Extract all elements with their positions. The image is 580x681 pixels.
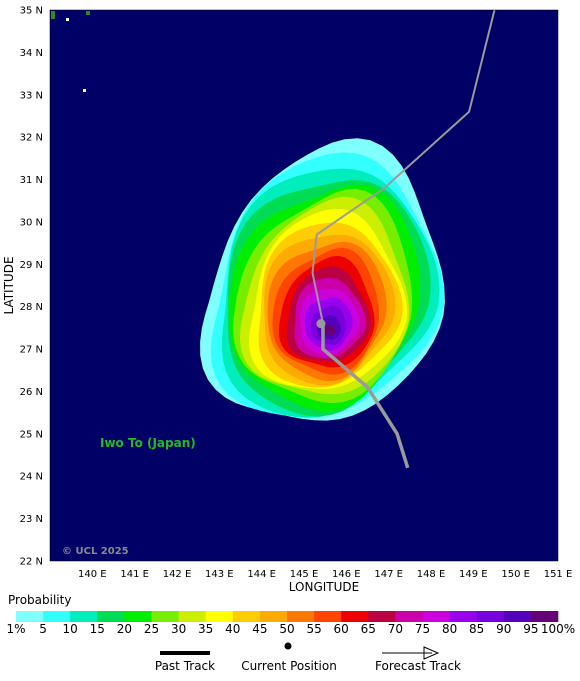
legend-label: 95 <box>523 622 538 636</box>
lat-tick-label: 27 N <box>20 345 43 356</box>
legend-swatch <box>232 611 261 622</box>
lat-tick-label: 29 N <box>20 260 43 271</box>
lon-tick-label: 146 E <box>332 569 361 580</box>
legend-label: 50 <box>279 622 294 636</box>
y-axis-title: LATITUDE <box>2 256 16 314</box>
legend-label: 1% <box>6 622 25 636</box>
lat-tick-label: 25 N <box>20 429 43 440</box>
probability-legend: 1% 5 10 15 20 25 30 35 40 45 50 55 60 65 70 75 80 85 90 95 1… <box>6 611 575 636</box>
current-position-label: Current Position <box>241 659 337 673</box>
legend-swatch <box>70 611 98 622</box>
lon-tick-label: 149 E <box>459 569 488 580</box>
island <box>51 11 55 19</box>
legend-label: 40 <box>225 622 240 636</box>
legend-label: 75 <box>415 622 430 636</box>
plot-frame <box>49 9 559 562</box>
legend-label: 20 <box>117 622 132 636</box>
legend-label: 45 <box>252 622 267 636</box>
legend-swatch <box>124 611 152 622</box>
legend-label: 10 <box>63 622 78 636</box>
island <box>83 89 86 92</box>
lat-tick-label: 33 N <box>20 90 43 101</box>
lat-tick-label: 32 N <box>20 133 43 144</box>
legend-swatch <box>503 611 532 622</box>
legend-label: 100% <box>541 622 575 636</box>
legend-swatch <box>287 611 315 622</box>
legend-label: 90 <box>496 622 511 636</box>
island <box>86 11 90 15</box>
legend-label: 65 <box>361 622 376 636</box>
forecast-track-label: Forecast Track <box>375 659 461 673</box>
forecast-arrow-icon <box>423 646 440 660</box>
lon-tick-label: 150 E <box>501 569 530 580</box>
lon-tick-label: 144 E <box>247 569 276 580</box>
probability-contour <box>323 324 336 335</box>
legend-label: 60 <box>334 622 349 636</box>
legend-label: 55 <box>306 622 321 636</box>
legend-swatch <box>395 611 423 622</box>
lon-tick-label: 142 E <box>163 569 192 580</box>
legend-title: Probability <box>8 593 72 607</box>
legend-swatch <box>422 611 450 622</box>
legend-swatch <box>259 611 288 622</box>
lon-tick-label: 147 E <box>374 569 403 580</box>
legend-swatch <box>449 611 477 622</box>
legend-swatch <box>341 611 369 622</box>
lon-tick-label: 148 E <box>417 569 446 580</box>
legend-swatch <box>97 611 125 622</box>
lat-tick-label: 30 N <box>20 217 43 228</box>
lat-tick-label: 24 N <box>20 472 43 483</box>
lat-tick-label: 31 N <box>20 175 43 186</box>
x-axis-title: LONGITUDE <box>289 580 359 594</box>
map-area: Iwo To (Japan) © UCL 2025 <box>50 9 558 561</box>
legend-label: 80 <box>442 622 457 636</box>
current-position-symbol <box>284 642 292 650</box>
legend-label: 15 <box>90 622 105 636</box>
legend-label: 70 <box>388 622 403 636</box>
legend-label: 25 <box>144 622 159 636</box>
current-position-marker <box>316 319 326 329</box>
legend-swatch <box>43 611 71 622</box>
copyright: © UCL 2025 <box>62 546 129 557</box>
lat-tick-label: 28 N <box>20 302 43 313</box>
lat-tick-label: 26 N <box>20 387 43 398</box>
legend-swatch <box>530 611 559 622</box>
lat-tick-label: 35 N <box>20 6 43 17</box>
place-label: Iwo To (Japan) <box>100 436 196 450</box>
legend-label: 5 <box>39 622 47 636</box>
lat-tick-label: 23 N <box>20 514 43 525</box>
lon-tick-label: 140 E <box>78 569 107 580</box>
lon-tick-label: 151 E <box>544 569 573 580</box>
past-track-label: Past Track <box>155 659 215 673</box>
track-key: Past Track Current Position Forecast Track <box>155 642 461 673</box>
lon-tick-label: 141 E <box>120 569 149 580</box>
legend-label: 35 <box>198 622 213 636</box>
past-track <box>321 323 410 469</box>
island <box>66 18 69 21</box>
legend-label: 30 <box>171 622 186 636</box>
legend-swatch <box>178 611 206 622</box>
map-axes: 35 N 34 N 33 N 32 N 31 N 30 N 29 N 28 N 27 N 26 N… <box>2 6 572 595</box>
lat-tick-label: 34 N <box>20 48 43 59</box>
legend-swatch <box>16 611 44 622</box>
probability-field <box>200 138 445 421</box>
legend-swatch <box>476 611 505 622</box>
lon-tick-label: 143 E <box>205 569 234 580</box>
legend-swatch <box>314 611 342 622</box>
lat-tick-label: 22 N <box>20 557 43 568</box>
legend-swatch <box>368 611 396 622</box>
legend-swatch <box>151 611 179 622</box>
lon-tick-label: 145 E <box>290 569 319 580</box>
legend-swatch <box>205 611 234 622</box>
legend-label: 85 <box>469 622 484 636</box>
